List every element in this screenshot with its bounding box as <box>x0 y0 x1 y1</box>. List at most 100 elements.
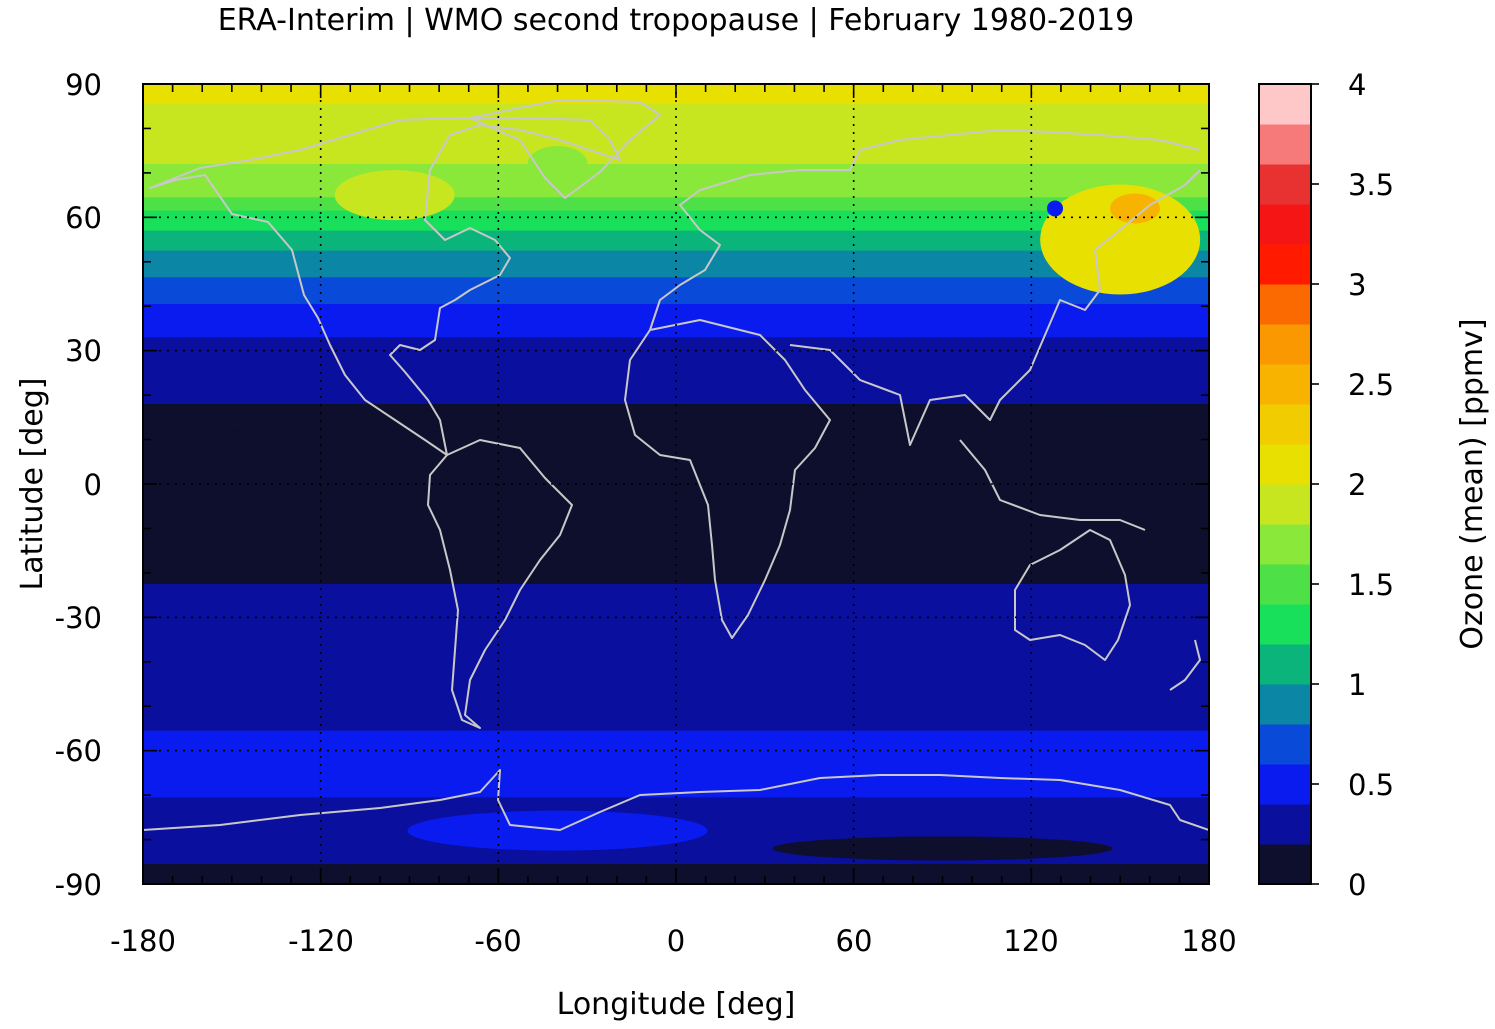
colorbar-swatch <box>1259 644 1311 685</box>
y-tick-label: 0 <box>84 468 102 502</box>
ozone-band <box>143 150 1209 158</box>
ozone-band <box>143 437 1209 445</box>
ozone-band <box>143 364 1209 372</box>
y-tick-label: 60 <box>65 201 102 235</box>
map-plot-area <box>143 84 1209 884</box>
ozone-band <box>143 724 1209 732</box>
ozone-band <box>143 164 1209 172</box>
ozone-blob <box>1047 200 1064 217</box>
ozone-band <box>143 730 1209 738</box>
ozone-band <box>143 750 1209 758</box>
ozone-band <box>143 170 1209 178</box>
ozone-band <box>143 250 1209 258</box>
ozone-band <box>143 464 1209 472</box>
ozone-band <box>143 677 1209 685</box>
colorbar-tick-label: 1.5 <box>1348 568 1394 602</box>
x-axis-label: Longitude [deg] <box>557 987 796 1022</box>
y-tick-label: -90 <box>55 868 102 902</box>
x-tick-label: 60 <box>836 924 873 958</box>
ozone-band <box>143 184 1209 192</box>
colorbar-swatch <box>1259 284 1311 325</box>
ozone-band <box>143 844 1209 852</box>
y-tick-label: -60 <box>55 734 102 768</box>
ozone-band <box>143 244 1209 252</box>
colorbar-swatch <box>1259 404 1311 445</box>
colorbar-tick-label: 3.5 <box>1348 168 1394 202</box>
x-tick-label: 180 <box>1181 924 1236 958</box>
ozone-band <box>143 704 1209 712</box>
colorbar-swatch <box>1259 564 1311 605</box>
colorbar-label: Ozone (mean) [ppmv] <box>1455 318 1490 649</box>
ozone-band <box>143 664 1209 672</box>
x-tick-label: -120 <box>288 924 354 958</box>
ozone-band <box>143 124 1209 132</box>
ozone-band <box>143 450 1209 458</box>
ozone-band <box>143 357 1209 365</box>
ozone-band <box>143 477 1209 485</box>
ozone-band <box>143 397 1209 405</box>
ozone-band <box>143 637 1209 645</box>
ozone-band <box>143 584 1209 592</box>
ozone-band <box>143 624 1209 632</box>
ozone-band <box>143 424 1209 432</box>
colorbar-swatch <box>1259 684 1311 725</box>
ozone-band <box>143 810 1209 818</box>
coastline-north-america <box>149 117 621 456</box>
ozone-band <box>143 344 1209 352</box>
ozone-blob <box>319 431 560 492</box>
colorbar-swatch <box>1259 764 1311 805</box>
axis-tickmarks <box>142 83 1210 885</box>
colorbar-tick-label: 3 <box>1348 268 1366 302</box>
ozone-band <box>143 404 1209 412</box>
ozone-blob <box>1109 193 1160 224</box>
colorbar-tick-label: 2 <box>1348 468 1366 502</box>
coastline-australia <box>1014 529 1131 661</box>
colorbar-tick-label: 0.5 <box>1348 768 1394 802</box>
coastline-africa <box>624 319 831 639</box>
coastlines <box>143 99 1209 831</box>
colorbar-swatch <box>1259 724 1311 765</box>
y-tick-label: 30 <box>65 334 102 368</box>
ozone-band <box>143 604 1209 612</box>
ozone-band <box>143 204 1209 212</box>
colorbar-swatch <box>1259 804 1311 845</box>
ozone-band <box>143 237 1209 245</box>
ozone-band <box>143 590 1209 598</box>
colorbar-swatch <box>1259 604 1311 645</box>
colorbar-swatch <box>1259 164 1311 205</box>
ozone-band <box>143 717 1209 725</box>
ozone-band <box>143 470 1209 478</box>
ozone-band <box>143 770 1209 778</box>
ozone-band <box>143 570 1209 578</box>
ozone-band <box>143 317 1209 325</box>
ozone-band <box>143 384 1209 392</box>
ozone-band <box>143 630 1209 638</box>
coastline-new-zealand <box>1169 639 1201 691</box>
ozone-band <box>143 290 1209 298</box>
coastline-greenland <box>469 99 661 199</box>
ozone-band <box>143 224 1209 232</box>
ozone-band <box>143 757 1209 765</box>
ozone-band <box>143 430 1209 438</box>
ozone-band <box>143 650 1209 658</box>
x-tick-label: -60 <box>474 924 521 958</box>
ozone-band <box>143 230 1209 238</box>
ozone-band <box>143 710 1209 718</box>
colorbar-tick-label: 4 <box>1348 68 1366 102</box>
colorbar-swatch <box>1259 244 1311 285</box>
ozone-band <box>143 110 1209 118</box>
ozone-band <box>143 597 1209 605</box>
ozone-band <box>143 790 1209 798</box>
y-tick-label: 90 <box>65 68 102 102</box>
ozone-blob <box>334 170 455 221</box>
ozone-blob <box>1040 184 1201 295</box>
ozone-band <box>143 277 1209 285</box>
ozone-band <box>143 490 1209 498</box>
y-tick-label: -30 <box>55 601 102 635</box>
colorbar-swatch <box>1259 324 1311 365</box>
coastline-europe <box>649 129 1201 331</box>
coastline-antarctica <box>143 769 1209 831</box>
ozone-band <box>143 390 1209 398</box>
ozone-band <box>143 684 1209 692</box>
